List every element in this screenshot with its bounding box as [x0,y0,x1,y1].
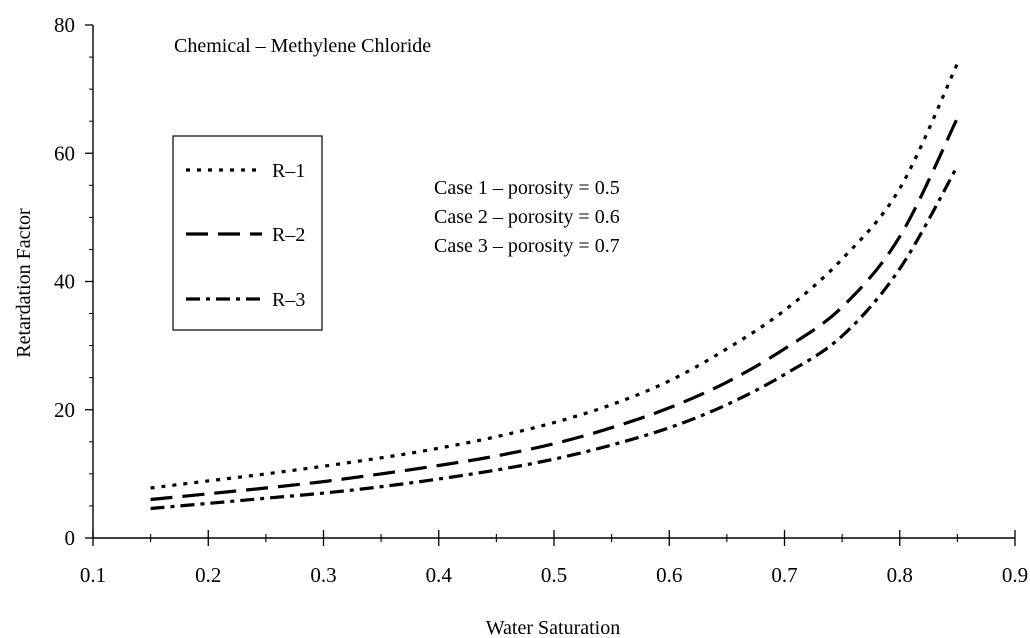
x-tick-label: 0.4 [426,563,453,587]
y-tick-label: 20 [54,398,75,422]
legend-label-3: R–3 [272,289,305,311]
y-tick-label: 40 [54,270,75,294]
x-tick-label: 0.7 [771,563,797,587]
legend-label-2: R–2 [272,224,305,246]
axes [93,25,1015,538]
case-annotations: Case 1 – porosity = 0.5 Case 2 – porosit… [434,177,620,257]
x-tick-label: 0.3 [310,563,336,587]
series-line-1 [151,64,958,489]
series-lines [151,64,958,509]
annotation-case-1: Case 1 – porosity = 0.5 [434,177,620,199]
x-axis-label: Water Saturation [486,617,620,638]
annotation-case-2: Case 2 – porosity = 0.6 [434,206,620,228]
annotation-case-3: Case 3 – porosity = 0.7 [434,235,620,257]
x-tick-label: 0.8 [887,563,913,587]
y-tick-label: 60 [54,141,75,165]
legend: R–1 R–2 R–3 [173,136,322,330]
legend-label-1: R–1 [272,160,305,182]
y-tick-label: 80 [54,13,75,37]
chart-title: Chemical – Methylene Chloride [174,35,431,57]
y-tick-label: 0 [65,526,76,550]
tick-marks [85,25,1015,546]
tick-labels: 0.1 0.2 0.3 0.4 0.5 0.6 0.7 0.8 0.9 0 20 40 60 80 [54,13,1028,587]
x-tick-label: 0.9 [1002,563,1028,587]
x-tick-label: 0.1 [80,563,106,587]
x-tick-label: 0.6 [656,563,682,587]
x-tick-label: 0.2 [195,563,221,587]
x-tick-label: 0.5 [541,563,567,587]
y-axis-label: Retardation Factor [13,208,35,358]
